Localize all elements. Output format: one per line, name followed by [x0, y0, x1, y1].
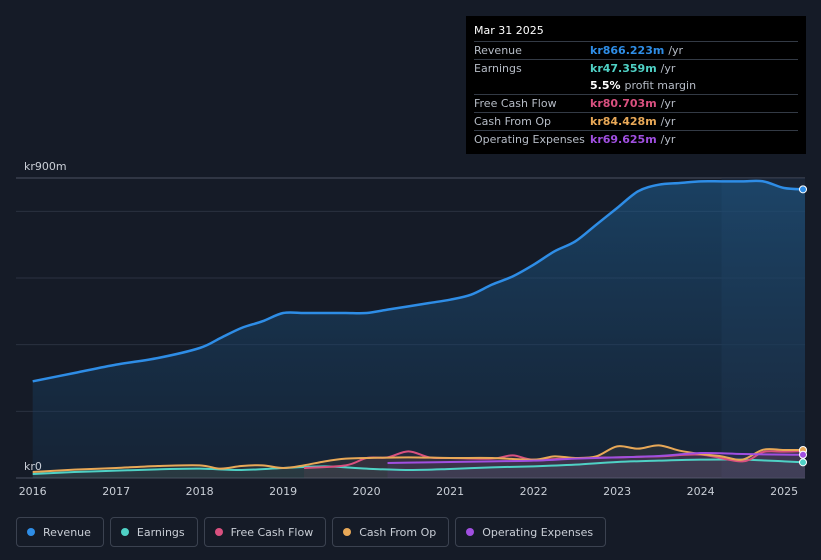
- tooltip-value: kr84.428m: [590, 115, 657, 128]
- line-earnings: [32, 458, 806, 475]
- area-earnings: [32, 459, 805, 478]
- line-operating-expenses: [387, 451, 806, 464]
- legend-item-revenue[interactable]: Revenue: [16, 517, 104, 547]
- tooltip-unit: profit margin: [624, 79, 697, 92]
- legend-dot-icon: [120, 528, 129, 536]
- y-tick-label-top: kr900m: [24, 160, 67, 173]
- tooltip-unit: /yr: [660, 133, 676, 146]
- area-revenue: [32, 180, 805, 478]
- y-tick-label-bottom: kr0: [24, 460, 42, 473]
- end-marker-revenue: [799, 185, 807, 194]
- x-tick-label: 2023: [603, 485, 631, 498]
- legend-item-cash-from-op[interactable]: Cash From Op: [332, 517, 450, 547]
- tooltip-row-earnings: Earnings kr47.359m /yr: [474, 59, 798, 77]
- legend: Revenue Earnings Free Cash Flow Cash Fro…: [16, 517, 612, 547]
- tooltip-value: kr47.359m: [590, 62, 657, 75]
- area-layer: [32, 180, 805, 478]
- x-tick-label: 2016: [19, 485, 47, 498]
- legend-label: Operating Expenses: [482, 525, 594, 539]
- x-tick-label: 2020: [353, 485, 381, 498]
- tooltip-label: [474, 77, 590, 94]
- line-cash-from-op: [32, 444, 806, 473]
- x-tick-label: 2024: [687, 485, 715, 498]
- legend-dot-icon: [343, 528, 352, 536]
- legend-label: Revenue: [43, 525, 91, 539]
- end-markers: [799, 185, 807, 467]
- x-tick-label: 2021: [436, 485, 464, 498]
- tooltip-label: Operating Expenses: [474, 133, 585, 146]
- legend-item-earnings[interactable]: Earnings: [109, 517, 198, 547]
- x-tick-label: 2019: [269, 485, 297, 498]
- line-layer: [32, 179, 806, 475]
- tooltip-panel: Mar 31 2025 Revenue kr866.223m /yr Earni…: [466, 16, 806, 154]
- tooltip-row-cash-from-op: Cash From Op kr84.428m /yr: [474, 112, 798, 130]
- tooltip-label: Cash From Op: [474, 115, 552, 128]
- legend-dot-icon: [214, 528, 223, 536]
- tooltip-label: Earnings: [474, 62, 522, 75]
- axes: kr900m kr0: [24, 160, 67, 473]
- tooltip-value: kr69.625m: [590, 133, 657, 146]
- tooltip-unit: /yr: [660, 115, 676, 128]
- legend-dot-icon: [466, 528, 475, 536]
- line-revenue: [32, 179, 806, 383]
- legend-dot-icon: [27, 528, 35, 536]
- tooltip-unit: /yr: [660, 62, 676, 75]
- legend-item-free-cash-flow[interactable]: Free Cash Flow: [203, 517, 327, 547]
- tooltip-value: kr866.223m: [590, 44, 665, 57]
- tooltip-value: kr80.703m: [590, 97, 657, 110]
- legend-label: Cash From Op: [359, 525, 437, 539]
- tooltip-row-operating-expenses: Operating Expenses kr69.625m /yr: [474, 130, 798, 148]
- tooltip-label: Revenue: [474, 44, 522, 57]
- end-marker-operating-expenses: [799, 450, 807, 459]
- x-tick-label: 2018: [186, 485, 214, 498]
- legend-item-operating-expenses[interactable]: Operating Expenses: [455, 517, 607, 547]
- legend-label: Earnings: [136, 525, 185, 539]
- tooltip-unit: /yr: [660, 97, 676, 110]
- chart: kr900m kr0 2016 2017 2018 2019 2020 2021 2022 2…: [16, 160, 807, 498]
- tooltip-row-revenue: Revenue kr866.223m /yr: [474, 41, 798, 59]
- tooltip-label: Free Cash Flow: [474, 97, 557, 110]
- x-tick-label: 2017: [102, 485, 130, 498]
- tooltip-unit: /yr: [668, 44, 684, 57]
- tooltip-date: Mar 31 2025: [474, 24, 544, 37]
- x-tick-label: 2022: [520, 485, 548, 498]
- x-tick-labels: 2016 2017 2018 2019 2020 2021 2022 2023 2024 2025: [19, 485, 798, 498]
- legend-label: Free Cash Flow: [230, 525, 314, 539]
- tooltip-row-margin: 5.5% profit margin: [474, 77, 798, 94]
- tooltip-row-free-cash-flow: Free Cash Flow kr80.703m /yr: [474, 94, 798, 112]
- x-tick-label: 2025: [770, 485, 798, 498]
- tooltip-value: 5.5%: [590, 79, 621, 92]
- end-marker-earnings: [799, 458, 807, 467]
